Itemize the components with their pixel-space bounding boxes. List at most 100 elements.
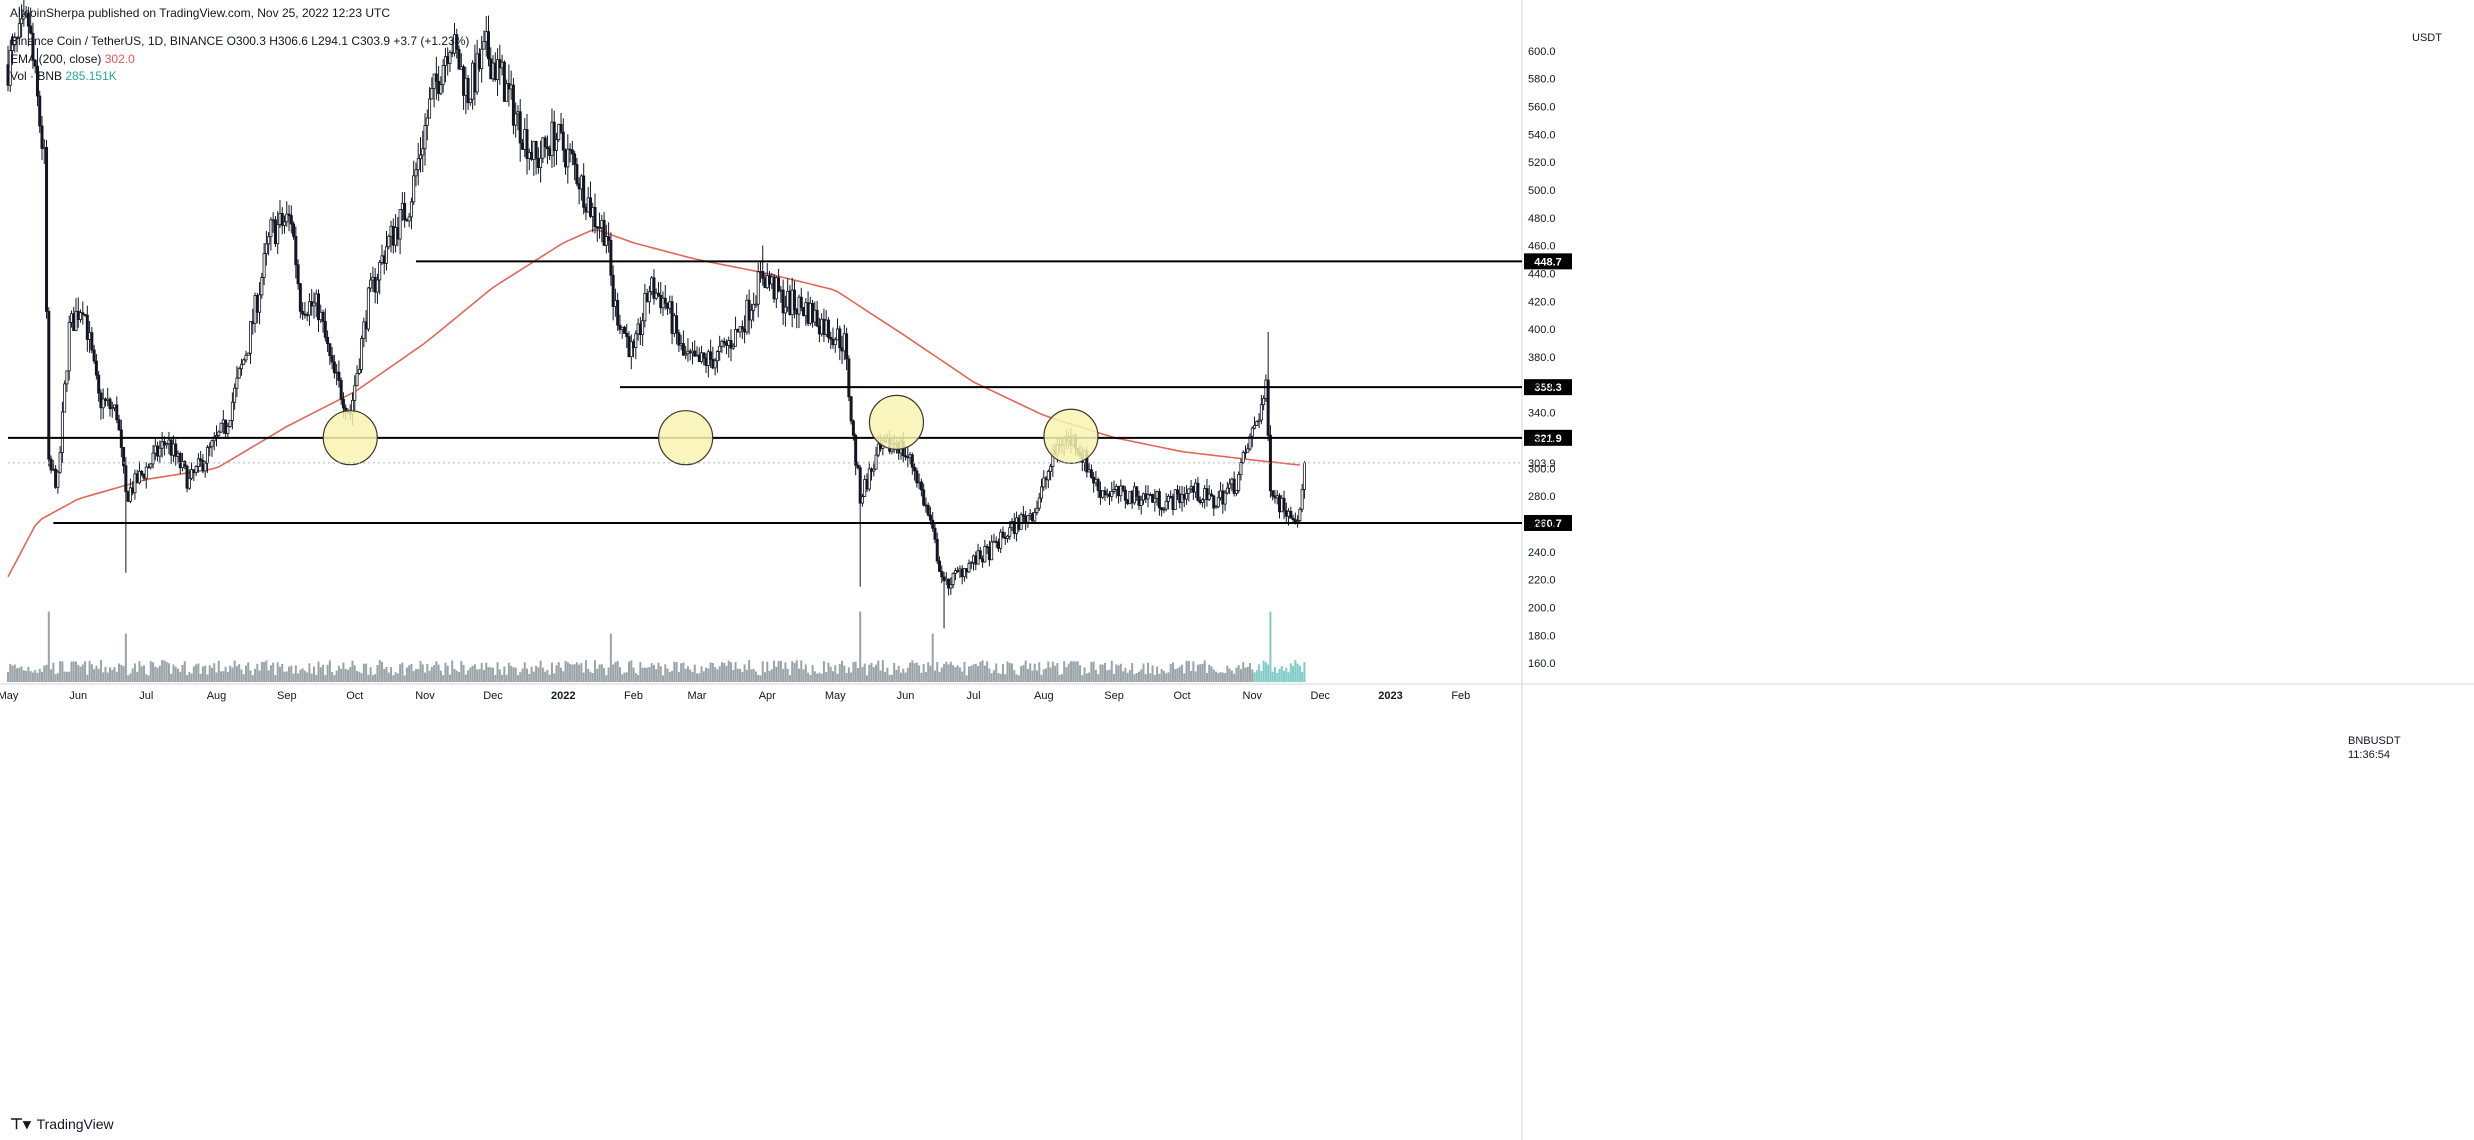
candle — [910, 452, 914, 475]
volume-bar — [240, 669, 243, 682]
candle — [92, 344, 96, 365]
y-tick-label: 600.0 — [1528, 46, 1556, 58]
highlight-circle[interactable] — [1043, 408, 1099, 464]
volume-bar — [888, 674, 891, 682]
candle-body — [60, 411, 64, 453]
candle — [144, 462, 148, 489]
candle-body — [677, 332, 681, 346]
volume-bar — [1289, 663, 1292, 682]
candle-body — [1253, 425, 1257, 429]
volume-bar — [523, 662, 526, 682]
candle — [919, 478, 923, 497]
level-price-label: 448.7 — [1534, 256, 1562, 268]
candle — [799, 287, 803, 312]
candle-body — [833, 339, 837, 346]
volume-bar — [396, 673, 399, 682]
tradingview-logo[interactable]: ⊤▾ TradingView — [10, 1115, 114, 1133]
last-price-marker: 303.9 — [8, 458, 1556, 470]
volume-bar — [639, 662, 642, 682]
volume-bar — [1137, 671, 1140, 682]
candle-body — [1153, 497, 1157, 503]
time-scale[interactable]: May Jun Jul Aug Sep Oct Nov Dec 2022 Feb Mar Apr May… — [0, 690, 1470, 702]
volume-bar — [176, 668, 179, 682]
volume-bar — [249, 670, 252, 682]
volume-bar — [628, 661, 631, 682]
volume-bar — [1031, 670, 1034, 682]
volume-bar — [1162, 670, 1165, 682]
candle-body — [1200, 499, 1204, 503]
candle-body — [926, 504, 930, 516]
volume-bar — [20, 666, 23, 682]
volume-bar — [664, 664, 667, 682]
highlight-circle[interactable] — [322, 410, 378, 466]
volume-bar — [963, 661, 966, 682]
candle — [675, 302, 679, 345]
volume-bar — [1165, 673, 1168, 682]
candle-body — [1049, 466, 1053, 472]
volume-bar — [1212, 669, 1215, 682]
candle-body — [108, 398, 112, 410]
volume-bar — [13, 664, 16, 682]
candle-body — [38, 95, 42, 127]
volume-bar — [238, 664, 241, 682]
volume-bar — [516, 675, 519, 682]
candle-body — [799, 296, 803, 308]
horizontal-levels[interactable]: 448.7 358.3 321.9 260.7 — [8, 253, 1572, 531]
volume-bar — [829, 666, 832, 682]
ema-legend[interactable]: EMA (200, close) 302.0 — [10, 51, 135, 67]
volume-bar — [288, 666, 291, 682]
symbol-legend[interactable]: Binance Coin / TetherUS, 1D, BINANCE O30… — [10, 33, 469, 49]
candle — [693, 340, 697, 357]
volume-bar — [913, 663, 916, 682]
candle — [301, 302, 305, 320]
highlight-circle[interactable] — [868, 394, 925, 450]
volume-bar — [623, 672, 626, 682]
volume-bar — [657, 662, 660, 682]
candle-body — [566, 148, 570, 168]
volume-bar — [1208, 664, 1211, 682]
volume-bar — [865, 675, 868, 682]
candle — [1162, 506, 1166, 514]
highlight-circles[interactable] — [322, 394, 1099, 466]
candle — [656, 282, 660, 297]
candle — [448, 49, 452, 73]
volume-bar — [362, 663, 365, 682]
candle — [752, 292, 756, 322]
candle — [872, 461, 876, 477]
volume-bar — [367, 674, 370, 682]
candle-body — [296, 264, 300, 285]
candle — [792, 280, 796, 319]
volume-bar — [1056, 663, 1059, 682]
candle — [616, 292, 620, 332]
tradingview-logo-text: TradingView — [36, 1116, 114, 1132]
candle — [294, 226, 298, 279]
candle — [511, 78, 515, 135]
price-scale[interactable]: 160.0 180.0 200.0 220.0 240.0 260.0 280.0 300.0… — [1528, 46, 1556, 670]
volume-bar — [532, 671, 535, 682]
y-tick-label: 500.0 — [1528, 185, 1556, 197]
volume-bar — [702, 671, 705, 682]
volume-bar — [902, 668, 905, 682]
volume-legend[interactable]: Vol · BNB 285.151K — [10, 68, 117, 84]
volume-bar — [421, 664, 424, 682]
highlight-circle[interactable] — [658, 410, 714, 466]
candle — [1173, 488, 1177, 510]
volume-bar — [408, 665, 411, 682]
volume-bar — [208, 665, 211, 682]
candle — [539, 140, 543, 183]
candle — [1289, 506, 1293, 519]
candle-body — [190, 469, 194, 479]
volume-bar — [535, 665, 538, 682]
candle-body — [856, 464, 860, 469]
candle — [856, 461, 860, 470]
candle-body — [611, 274, 615, 307]
volume-bar — [226, 671, 229, 682]
candle-body — [935, 538, 939, 562]
volume-bar — [707, 668, 710, 682]
volume-bar — [394, 672, 397, 682]
x-tick-label: Aug — [1034, 690, 1054, 702]
candle — [1257, 413, 1261, 429]
candle-body — [475, 53, 479, 93]
candle-body — [1223, 492, 1227, 505]
